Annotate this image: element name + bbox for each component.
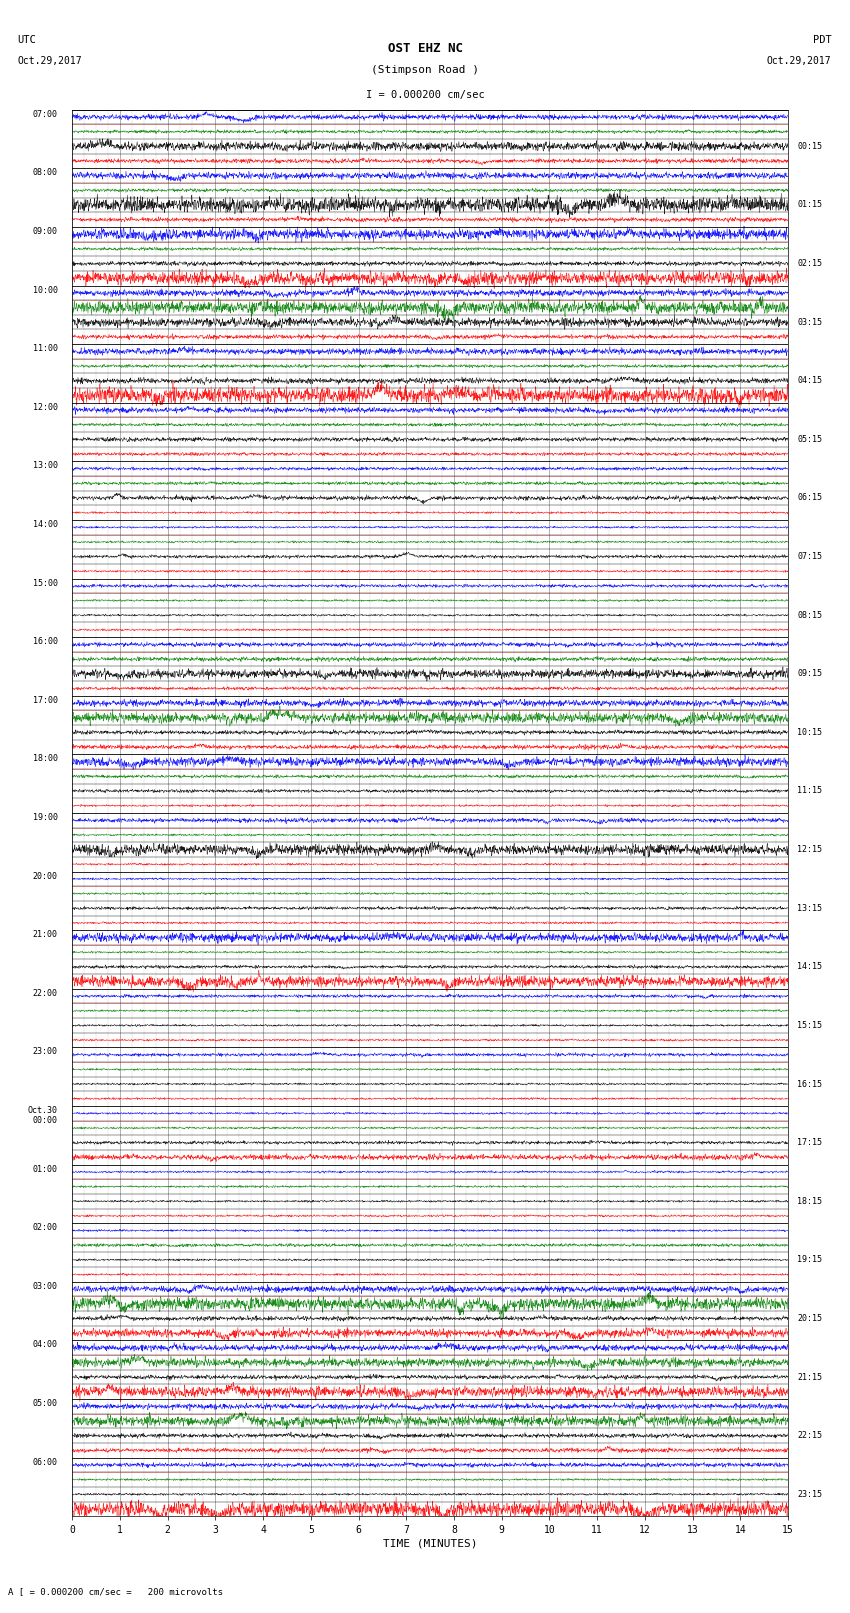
Text: 04:15: 04:15 — [797, 376, 823, 386]
Text: 13:15: 13:15 — [797, 903, 823, 913]
Text: 12:00: 12:00 — [33, 403, 58, 411]
Text: 18:15: 18:15 — [797, 1197, 823, 1205]
Text: 06:00: 06:00 — [33, 1458, 58, 1466]
Text: PDT: PDT — [813, 35, 831, 45]
Text: Oct.29,2017: Oct.29,2017 — [767, 56, 831, 66]
Text: 03:15: 03:15 — [797, 318, 823, 326]
Text: 05:00: 05:00 — [33, 1398, 58, 1408]
Text: 09:00: 09:00 — [33, 227, 58, 235]
Text: 10:00: 10:00 — [33, 286, 58, 295]
Text: 10:15: 10:15 — [797, 727, 823, 737]
Text: 12:15: 12:15 — [797, 845, 823, 853]
Text: (Stimpson Road ): (Stimpson Road ) — [371, 65, 479, 74]
Text: 08:00: 08:00 — [33, 168, 58, 177]
Text: 22:00: 22:00 — [33, 989, 58, 998]
Text: 14:15: 14:15 — [797, 963, 823, 971]
Text: 07:15: 07:15 — [797, 552, 823, 561]
Text: 21:00: 21:00 — [33, 931, 58, 939]
Text: 02:15: 02:15 — [797, 260, 823, 268]
Text: OST EHZ NC: OST EHZ NC — [388, 42, 462, 55]
Text: 15:15: 15:15 — [797, 1021, 823, 1029]
Text: 21:15: 21:15 — [797, 1373, 823, 1381]
Text: 00:15: 00:15 — [797, 142, 823, 150]
Text: 17:15: 17:15 — [797, 1139, 823, 1147]
Text: 08:15: 08:15 — [797, 611, 823, 619]
Text: 13:00: 13:00 — [33, 461, 58, 471]
Text: UTC: UTC — [17, 35, 36, 45]
Text: 07:00: 07:00 — [33, 110, 58, 119]
Text: 06:15: 06:15 — [797, 494, 823, 502]
Text: 19:00: 19:00 — [33, 813, 58, 823]
Text: 20:00: 20:00 — [33, 871, 58, 881]
Text: 20:15: 20:15 — [797, 1315, 823, 1323]
Text: 23:15: 23:15 — [797, 1490, 823, 1498]
Text: 01:00: 01:00 — [33, 1165, 58, 1174]
Text: Oct.29,2017: Oct.29,2017 — [17, 56, 82, 66]
Text: 23:00: 23:00 — [33, 1047, 58, 1057]
Text: Oct.30
00:00: Oct.30 00:00 — [28, 1107, 58, 1126]
Text: A [ = 0.000200 cm/sec =   200 microvolts: A [ = 0.000200 cm/sec = 200 microvolts — [8, 1587, 224, 1597]
Text: 01:15: 01:15 — [797, 200, 823, 210]
Text: 18:00: 18:00 — [33, 755, 58, 763]
Text: 19:15: 19:15 — [797, 1255, 823, 1265]
Text: 11:00: 11:00 — [33, 344, 58, 353]
Text: 15:00: 15:00 — [33, 579, 58, 587]
Text: 17:00: 17:00 — [33, 695, 58, 705]
Text: 11:15: 11:15 — [797, 787, 823, 795]
Text: 04:00: 04:00 — [33, 1340, 58, 1350]
Text: 03:00: 03:00 — [33, 1282, 58, 1290]
Text: 22:15: 22:15 — [797, 1431, 823, 1440]
Text: 09:15: 09:15 — [797, 669, 823, 677]
Text: 05:15: 05:15 — [797, 436, 823, 444]
Text: I = 0.000200 cm/sec: I = 0.000200 cm/sec — [366, 90, 484, 100]
Text: 16:00: 16:00 — [33, 637, 58, 647]
Text: 14:00: 14:00 — [33, 519, 58, 529]
X-axis label: TIME (MINUTES): TIME (MINUTES) — [382, 1539, 478, 1548]
Text: 16:15: 16:15 — [797, 1079, 823, 1089]
Text: 02:00: 02:00 — [33, 1223, 58, 1232]
